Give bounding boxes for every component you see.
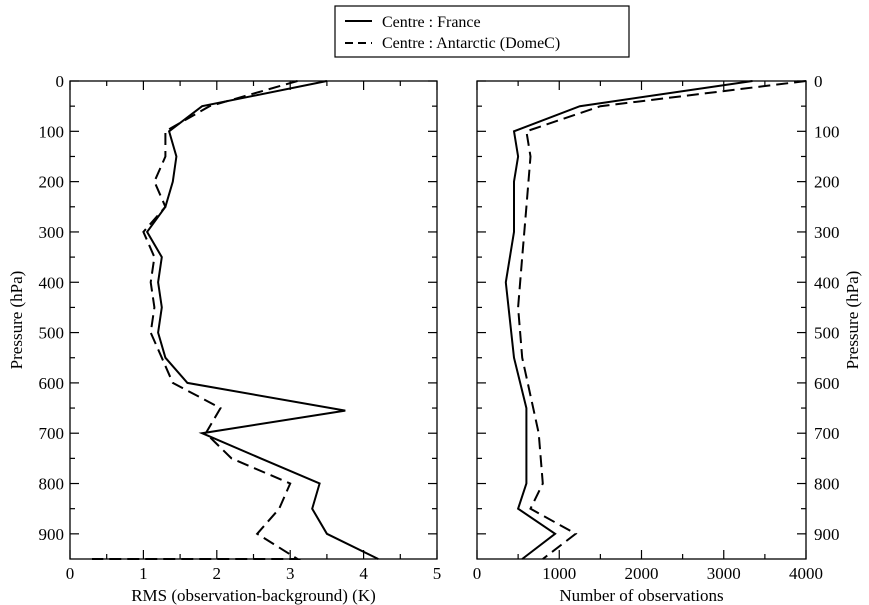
y-tick-label: 0 — [814, 72, 823, 91]
x-tick-label: 4 — [359, 564, 368, 583]
y-tick-label: 800 — [39, 475, 65, 494]
plot-frame — [476, 80, 807, 560]
y-tick-label: 600 — [814, 374, 840, 393]
x-axis-label: RMS (observation-background) (K) — [131, 586, 376, 605]
y-tick-label: 900 — [39, 525, 65, 544]
x-tick-label: 0 — [473, 564, 482, 583]
y-axis-label: Pressure (hPa) — [843, 271, 862, 370]
y-tick-label: 300 — [39, 223, 65, 242]
y-tick-label: 100 — [814, 122, 840, 141]
observations-panel: 0 1000 2000 3000 4000 0 100 200 300 400 500 600 700 8… — [473, 72, 862, 605]
series-line-france — [145, 80, 379, 560]
y-tick-label: 300 — [814, 223, 840, 242]
y-tick-label: 600 — [39, 374, 65, 393]
y-tick-label: 400 — [39, 273, 65, 292]
legend: Centre : France Centre : Antarctic (Dome… — [334, 5, 630, 58]
rms-panel: 0 1 2 3 4 5 0 100 200 300 400 500 600 700 800 900 RMS (o… — [7, 72, 441, 605]
x-tick-label: 1 — [139, 564, 148, 583]
x-tick-label: 3000 — [707, 564, 741, 583]
x-tick-label: 0 — [66, 564, 75, 583]
x-tick-label: 2000 — [625, 564, 659, 583]
y-tick-label: 500 — [39, 324, 65, 343]
series-line-antarctic — [517, 80, 807, 560]
y-tick-label: 200 — [814, 173, 840, 192]
x-tick-label: 5 — [433, 564, 442, 583]
y-tick-label: 400 — [814, 273, 840, 292]
y-tick-label: 700 — [39, 424, 65, 443]
series-line-france — [504, 80, 753, 560]
legend-box — [334, 5, 630, 58]
series-line-antarctic — [92, 80, 301, 560]
y-tick-label: 900 — [814, 525, 840, 544]
y-tick-label: 200 — [39, 173, 65, 192]
y-axis-label: Pressure (hPa) — [7, 271, 26, 370]
y-tick-label: 0 — [56, 72, 65, 91]
y-tick-label: 100 — [39, 122, 65, 141]
y-tick-label: 500 — [814, 324, 840, 343]
x-tick-label: 3 — [286, 564, 295, 583]
legend-entry-france: Centre : France — [382, 14, 481, 31]
x-tick-label: 2 — [213, 564, 222, 583]
y-tick-label: 800 — [814, 475, 840, 494]
y-tick-label: 700 — [814, 424, 840, 443]
x-axis-label: Number of observations — [559, 586, 723, 605]
legend-entry-antarctic: Centre : Antarctic (DomeC) — [382, 35, 560, 52]
plot-frame — [69, 80, 438, 560]
x-tick-label: 1000 — [542, 564, 576, 583]
x-tick-label: 4000 — [789, 564, 823, 583]
